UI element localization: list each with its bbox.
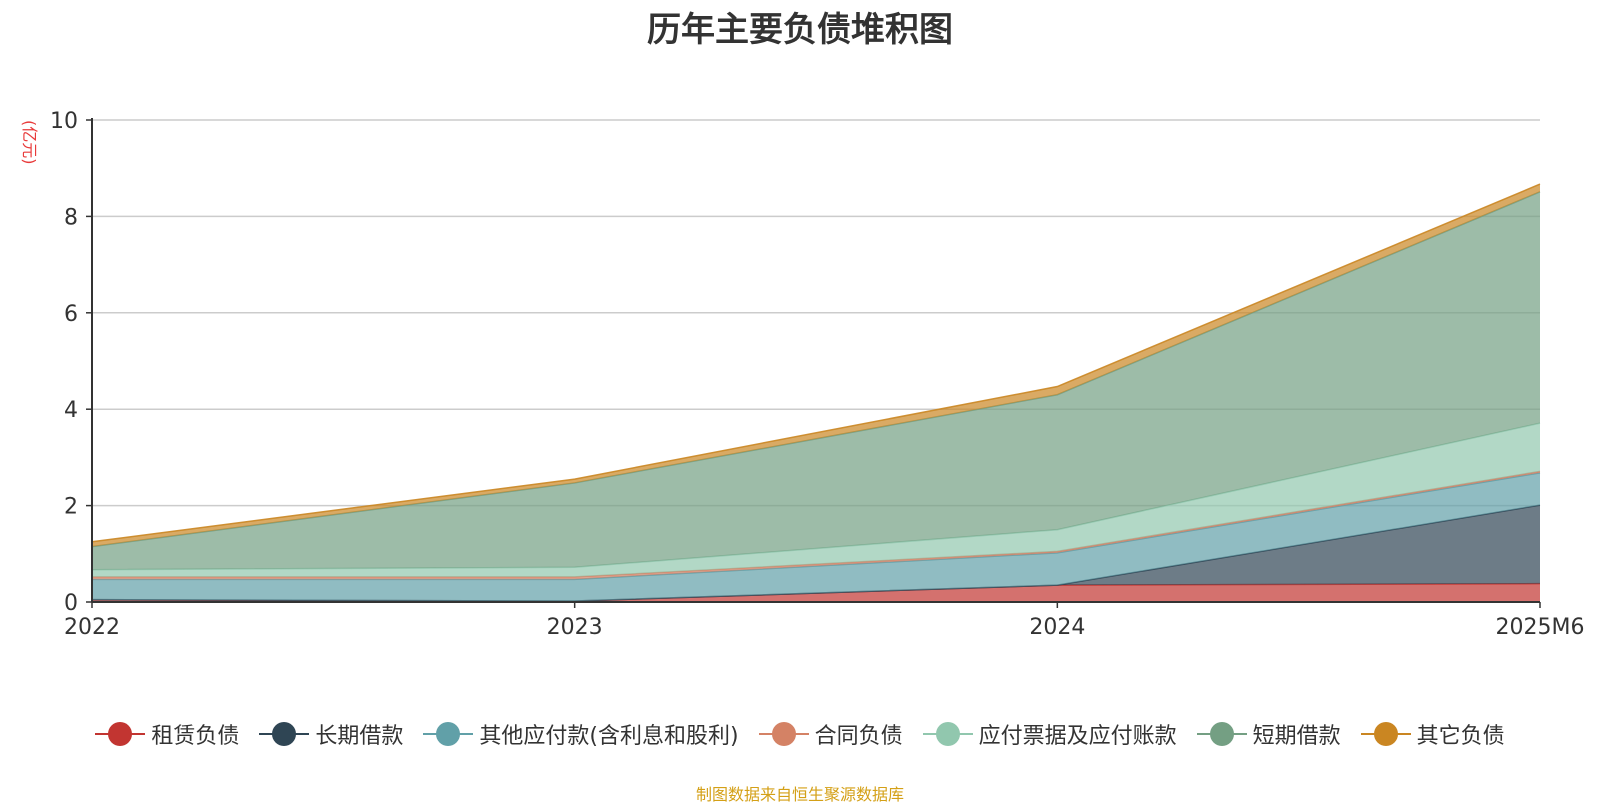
y-tick-label: 10 — [50, 109, 78, 134]
legend-label: 长期借款 — [315, 724, 404, 749]
legend: 租赁负债 长期借款 其他应付款(含利息和股利) 合同负债 应付票据及应付账款 短期借款 其它… — [0, 718, 1600, 750]
legend-marker-icon — [1360, 721, 1411, 747]
legend-label: 租赁负债 — [151, 724, 240, 749]
legend-item[interactable]: 应付票据及应付账款 — [922, 718, 1177, 750]
legend-item[interactable]: 长期借款 — [259, 718, 403, 750]
y-tick-label: 6 — [64, 302, 78, 327]
x-tick-label: 2025M6 — [1496, 615, 1585, 640]
legend-label: 应付票据及应付账款 — [978, 724, 1177, 749]
area-series-5 — [92, 191, 1540, 570]
legend-label: 其他应付款(含利息和股利) — [479, 724, 739, 749]
legend-marker-icon — [259, 721, 310, 747]
legend-marker-icon — [922, 721, 973, 747]
legend-item[interactable]: 合同负债 — [758, 718, 903, 750]
y-tick-label: 4 — [64, 398, 78, 423]
legend-item[interactable]: 租赁负债 — [95, 718, 239, 750]
legend-label: 短期借款 — [1252, 724, 1341, 749]
axes — [86, 118, 1541, 608]
legend-marker-icon — [1196, 721, 1247, 747]
legend-label: 合同负债 — [814, 724, 903, 749]
legend-item[interactable]: 其它负债 — [1360, 718, 1505, 750]
legend-marker-icon — [423, 721, 474, 747]
area-edge-6 — [91, 183, 1541, 543]
source-note: 制图数据来自恒生聚源数据库 — [695, 785, 904, 804]
x-tick-label: 2023 — [547, 615, 603, 640]
legend-marker-icon — [758, 721, 809, 747]
area-series-2 — [92, 472, 1540, 602]
chart-title: 历年主要负债堆积图 — [647, 10, 953, 50]
legend-marker-icon — [95, 721, 146, 747]
x-tick-label: 2022 — [64, 615, 120, 640]
x-tick-label: 2024 — [1029, 615, 1085, 640]
y-tick-label: 8 — [64, 205, 78, 230]
tick-labels: 0 2 4 6 8 10 2022 2023 2024 2025M6 — [50, 109, 1584, 640]
legend-item[interactable]: 短期借款 — [1196, 718, 1341, 750]
legend-item[interactable]: 其他应付款(含利息和股利) — [423, 718, 739, 750]
series-areas — [91, 183, 1541, 602]
area-series-4 — [92, 423, 1540, 577]
legend-label: 其它负债 — [1416, 724, 1505, 749]
y-tick-label: 0 — [64, 591, 78, 616]
area-series-0 — [92, 583, 1540, 602]
area-series-1 — [92, 505, 1540, 602]
y-tick-label: 2 — [64, 495, 78, 520]
